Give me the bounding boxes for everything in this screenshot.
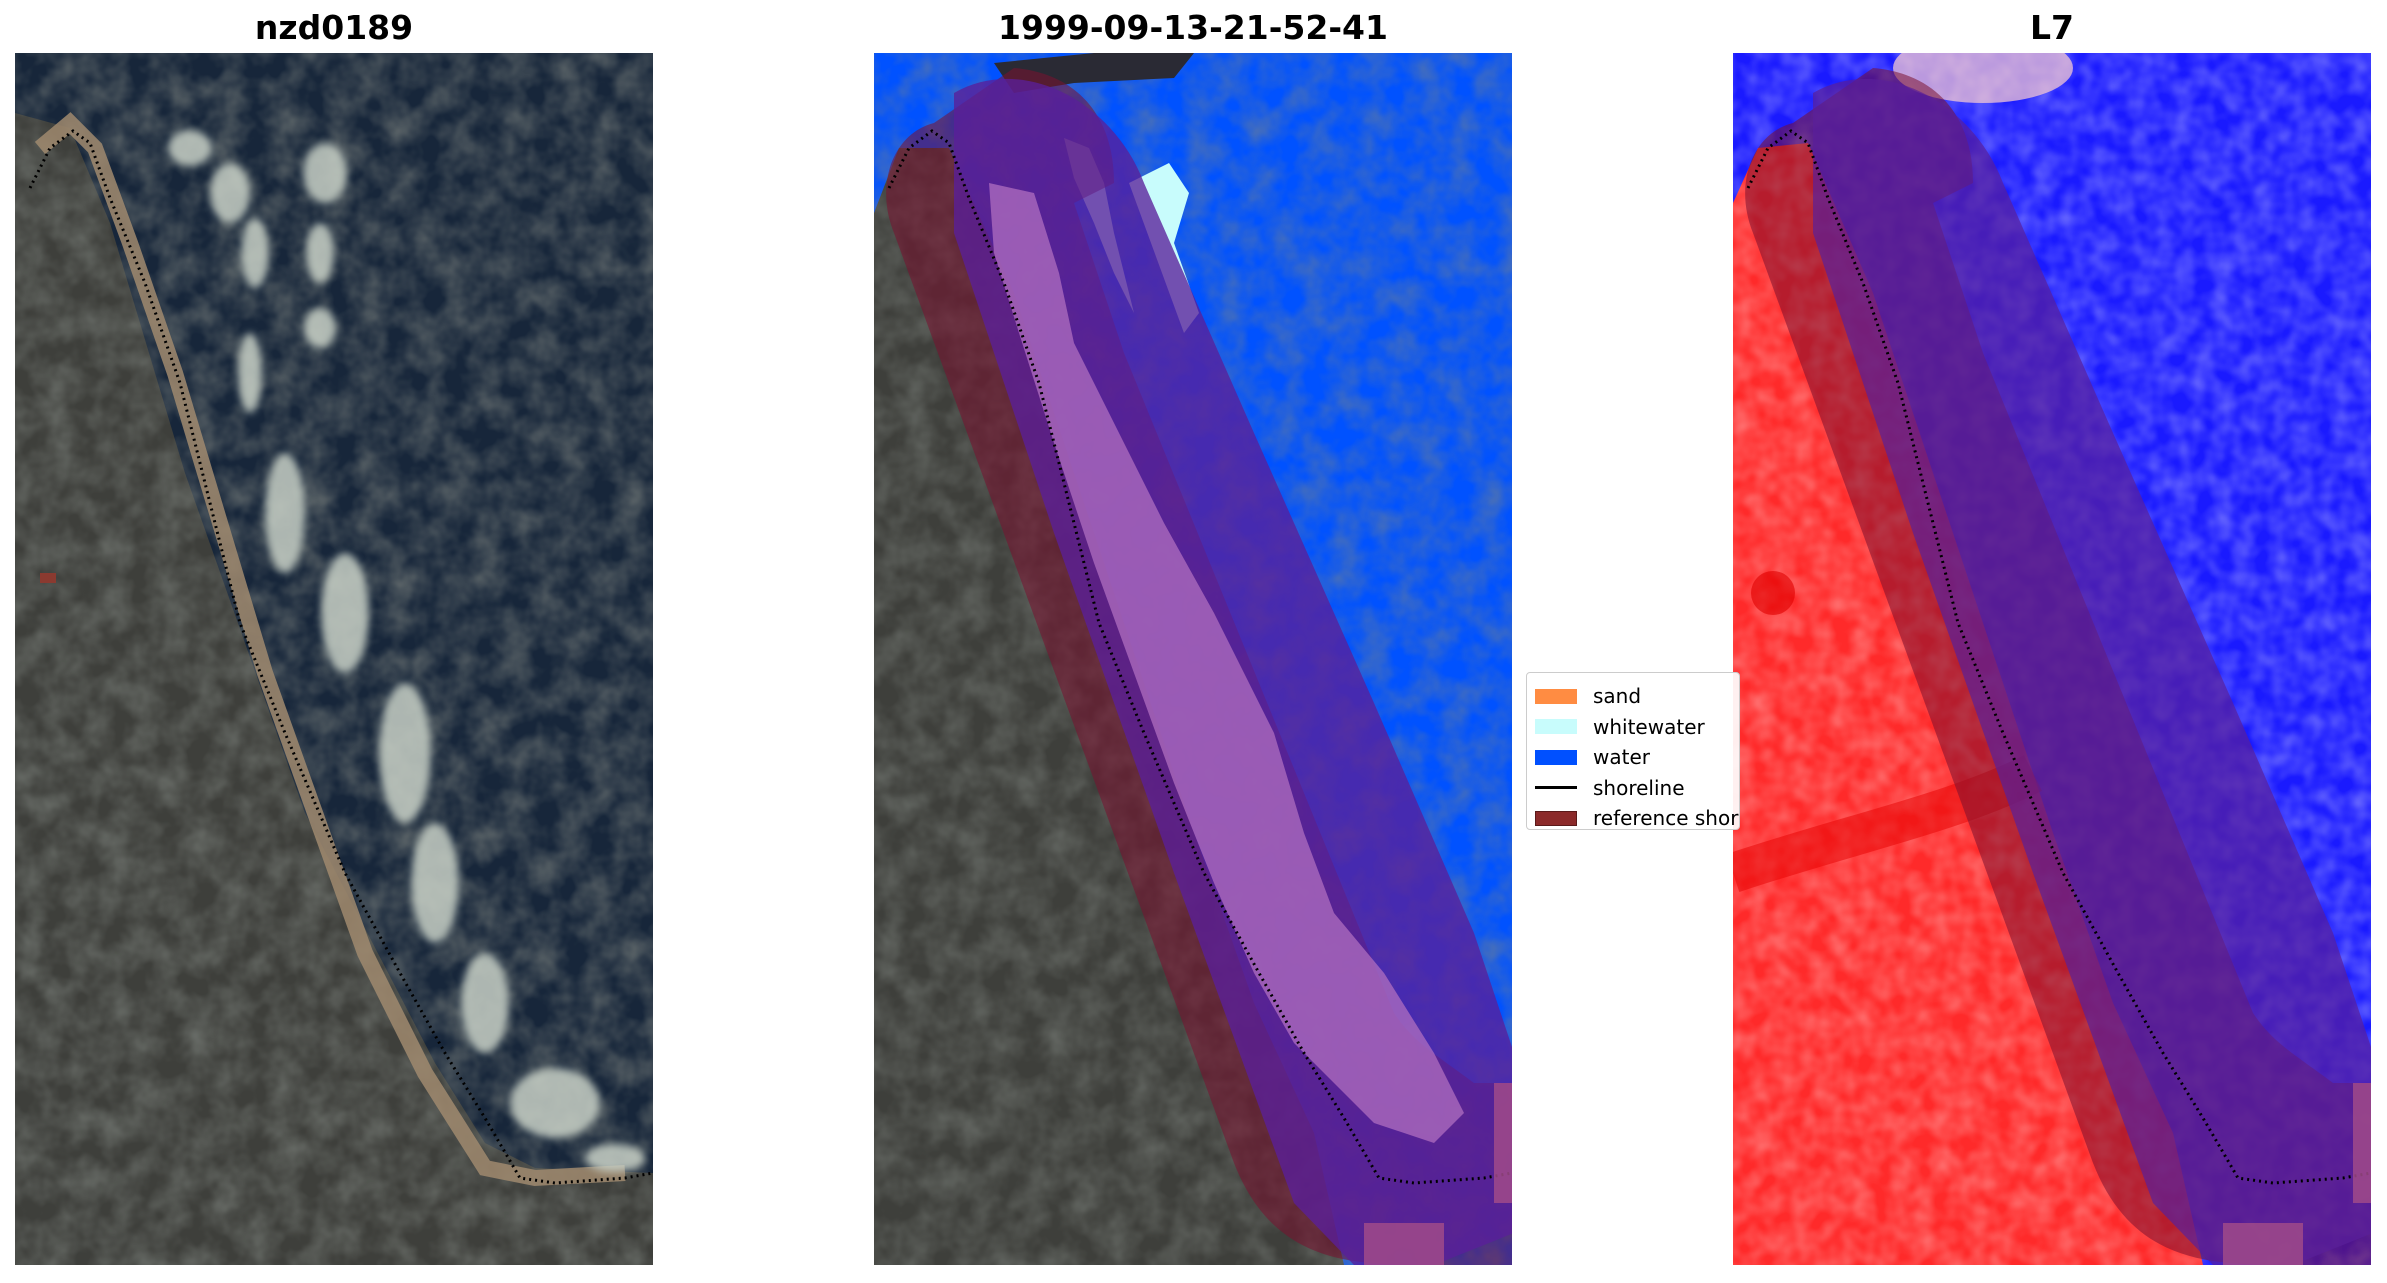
surf-zone xyxy=(168,130,645,1172)
legend-label: shoreline xyxy=(1593,775,1685,800)
shoreline-trace xyxy=(28,129,653,1185)
reference-buffer-water xyxy=(1813,78,2371,1265)
buffer-edge-patch-2 xyxy=(1494,1083,1512,1203)
shoreline-trace xyxy=(1746,129,2371,1185)
legend-label: reference shoreline xyxy=(1593,806,1739,830)
whitewater-swatch xyxy=(1535,719,1577,735)
rgb-image xyxy=(15,53,653,1265)
reference-shoreline-swatch xyxy=(1535,810,1577,826)
classified-image-panel xyxy=(874,53,1512,1265)
legend-item-shoreline: shoreline xyxy=(1535,773,1739,804)
sand-class-in-buffer xyxy=(989,183,1464,1143)
classified-image xyxy=(874,53,1512,1265)
legend-label: whitewater xyxy=(1593,714,1705,739)
panel-title-index: L7 xyxy=(2030,8,2074,47)
shoreline-trace xyxy=(887,129,1512,1185)
beach-sand xyxy=(34,112,626,1187)
sand-swatch xyxy=(1535,688,1577,704)
panel-title-rgb: nzd0189 xyxy=(254,8,414,47)
red-roof xyxy=(40,573,56,583)
legend-item-sand: sand xyxy=(1535,681,1739,712)
legend: sand whitewater water shoreline referenc… xyxy=(1526,672,1740,830)
rgb-image-panel xyxy=(15,53,653,1265)
legend-label: water xyxy=(1593,745,1650,770)
cloud-patch xyxy=(1893,53,2073,103)
water-index-panel xyxy=(1733,53,2371,1265)
shoreline-swatch xyxy=(1535,786,1577,790)
legend-item-reference-shoreline: reference shoreline xyxy=(1535,803,1739,830)
buffer-edge-patch xyxy=(2223,1223,2303,1265)
buffer-edge-patch-2 xyxy=(2353,1083,2371,1203)
panel-title-classified: 1999-09-13-21-52-41 xyxy=(998,8,1388,47)
legend-item-whitewater: whitewater xyxy=(1535,712,1739,743)
water-swatch xyxy=(1535,749,1577,765)
legend-label: sand xyxy=(1593,684,1642,709)
legend-item-water: water xyxy=(1535,742,1739,773)
buffer-edge-patch xyxy=(1364,1223,1444,1265)
water-index-image xyxy=(1733,53,2371,1265)
